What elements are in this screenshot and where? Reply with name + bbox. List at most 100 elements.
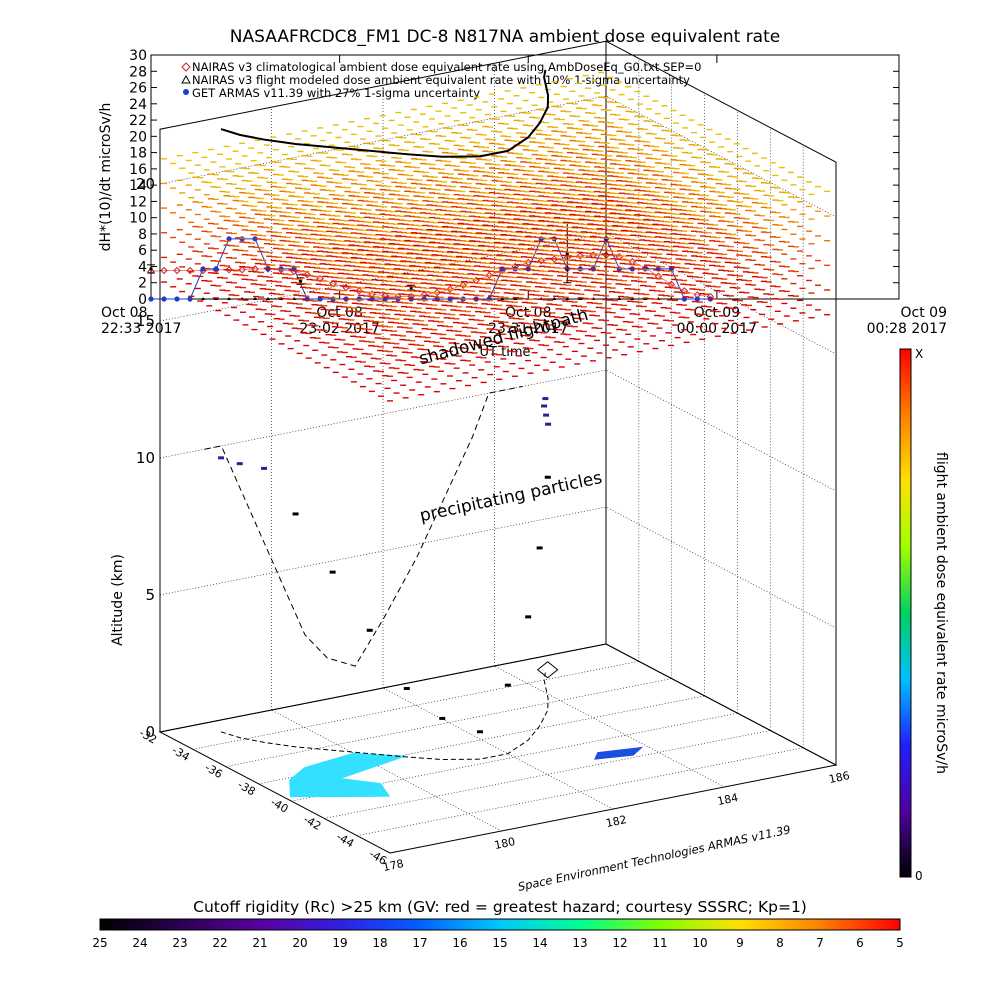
cutoff-rigidity-tick-label: 11 xyxy=(652,936,667,950)
flight-track-point xyxy=(541,404,548,408)
flight-modeled-point xyxy=(552,297,557,300)
flight-track-point xyxy=(504,683,511,687)
altitude-tick-label: 5 xyxy=(145,586,155,604)
floor-grid-lon xyxy=(382,687,614,810)
dose-rate-x-tick-date: Oct 08 xyxy=(505,305,551,321)
dose-rate-colorbar-top-label: X xyxy=(915,347,923,361)
dose-rate-y-tick-label: 28 xyxy=(129,64,147,80)
armas-point xyxy=(187,296,193,302)
dose-rate-x-tick-date: Oct 08 xyxy=(316,305,362,321)
flightpath-top-shadow xyxy=(220,69,550,158)
climatological-point xyxy=(160,266,168,275)
flight-modeled-point xyxy=(630,297,635,300)
climatological-point xyxy=(485,271,493,280)
dose-rate-y-tick-label: 20 xyxy=(129,129,147,145)
dose-rate-y-tick-label: 8 xyxy=(138,227,147,243)
flight-track-point xyxy=(439,716,446,720)
climatological-point xyxy=(459,281,467,289)
dose-rate-x-tick-date: Oct 09 xyxy=(901,305,947,321)
flight-track-point xyxy=(545,422,552,426)
legend-label-climatological: NAIRAS v3 climatological ambient dose eq… xyxy=(192,60,701,74)
dose-rate-y-tick-label: 18 xyxy=(129,146,147,162)
cutoff-rigidity-tick-label: 18 xyxy=(372,936,387,950)
legend-diamond-marker xyxy=(181,62,191,72)
climatological-point xyxy=(537,257,545,265)
cutoff-rigidity-tick-label: 14 xyxy=(532,936,547,950)
flight-track-point xyxy=(236,462,243,466)
flight-modeled-point xyxy=(253,297,258,300)
legend-label-armas: GET ARMAS v11.39 with 27% 1-sigma uncert… xyxy=(192,86,480,100)
cutoff-rigidity-tick-label: 17 xyxy=(412,936,427,950)
flight-track-point xyxy=(403,686,410,690)
climatological-point xyxy=(225,266,233,274)
aircraft-marker xyxy=(536,661,559,679)
flight-track-point xyxy=(544,475,551,479)
floor-grid-lat xyxy=(389,764,837,854)
flight-track-point xyxy=(542,397,549,401)
footprint-rc19 xyxy=(594,746,644,760)
flight-track-point xyxy=(536,546,543,550)
dose-rate-y-tick-label: 0 xyxy=(138,292,147,308)
climatological-point xyxy=(329,279,337,288)
cutoff-rigidity-tick-label: 20 xyxy=(292,936,307,950)
climatological-point xyxy=(316,274,324,283)
dose-rate-y-tick-label: 26 xyxy=(129,81,147,97)
cutoff-rigidity-tick-label: 9 xyxy=(736,936,744,950)
flight-track-point xyxy=(292,512,299,516)
longitude-tick-label: 178 xyxy=(382,857,405,874)
error-bar-center xyxy=(149,267,153,271)
altitude-3d-chart: 05101520178180182184186-32-34-36-38-40-4… xyxy=(110,40,851,894)
flight-modeled-point xyxy=(500,297,505,300)
cutoff-rigidity-tick-label: 15 xyxy=(492,936,507,950)
legend-item-flight-modeled: NAIRAS v3 flight modeled dose ambient eq… xyxy=(181,73,690,87)
armas-point xyxy=(668,266,674,272)
flight-modeled-point xyxy=(617,297,622,300)
floor-grid-lat xyxy=(357,747,804,837)
dose-rate-y-tick-label: 30 xyxy=(129,48,147,64)
altitude-tick-label: 10 xyxy=(136,449,155,467)
flight-track-point xyxy=(476,730,483,734)
dose-rate-x-tick-time: 22:33 2017 xyxy=(101,321,181,337)
error-bar-center xyxy=(565,251,569,255)
cutoff-rigidity-tick-label: 24 xyxy=(132,936,147,950)
climatological-point xyxy=(186,266,194,275)
armas-point xyxy=(681,296,687,302)
armas-point xyxy=(226,236,232,242)
dose-rate-y-tick-label: 12 xyxy=(129,194,147,210)
cutoff-rigidity-colorbar-fill xyxy=(99,918,901,931)
climatological-point xyxy=(433,288,441,297)
flight-modeled-point xyxy=(201,297,206,300)
legend-label-flight-modeled: NAIRAS v3 flight modeled dose ambient eq… xyxy=(192,73,690,87)
cutoff-rigidity-tick-label: 19 xyxy=(332,936,347,950)
altitude-tick-label: 20 xyxy=(136,175,155,193)
dose-rate-y-tick-label: 22 xyxy=(129,113,147,129)
climatological-point xyxy=(355,287,363,295)
cutoff-rigidity-footprints xyxy=(289,746,644,798)
dose-rate-x-tick-date: Oct 09 xyxy=(694,305,740,321)
floor-grid-lat xyxy=(225,678,672,767)
dose-rate-x-tick-date: Oct 08 xyxy=(101,305,147,321)
armas-point xyxy=(213,266,219,272)
altitude-3d-grid xyxy=(158,40,838,854)
dose-rate-colorbar-title: flight ambient dose equivalent rate micr… xyxy=(933,452,949,774)
flight-modeled-point xyxy=(227,297,232,300)
dose-rate-y-tick-label: 4 xyxy=(138,259,147,275)
legend-item-armas: GET ARMAS v11.39 with 27% 1-sigma uncert… xyxy=(183,86,480,100)
altitude-tick-label: 15 xyxy=(136,312,155,330)
cutoff-rigidity-tick-label: 13 xyxy=(572,936,587,950)
cutoff-rigidity-title: Cutoff rigidity (Rc) >25 km (GV: red = g… xyxy=(193,898,807,916)
climatological-point xyxy=(173,266,181,275)
dose-rate-y-tick-label: 24 xyxy=(129,97,147,113)
dose-rate-y-tick-label: 14 xyxy=(129,178,147,194)
precipitating-particles-layer xyxy=(161,71,831,402)
wall-grid-alt xyxy=(159,369,837,492)
cutoff-rigidity-colorbar: Cutoff rigidity (Rc) >25 km (GV: red = g… xyxy=(92,898,903,950)
wall-grid-alt xyxy=(159,232,837,355)
flight-track-point xyxy=(218,456,225,460)
legend-dot-marker xyxy=(183,89,189,95)
dose-rate-colorbar-bottom-label: 0 xyxy=(915,869,923,883)
flight-track-point xyxy=(261,466,268,470)
flight-modeled-point xyxy=(565,297,570,300)
armas-point xyxy=(200,266,206,272)
floor-grid-lat xyxy=(192,660,639,750)
